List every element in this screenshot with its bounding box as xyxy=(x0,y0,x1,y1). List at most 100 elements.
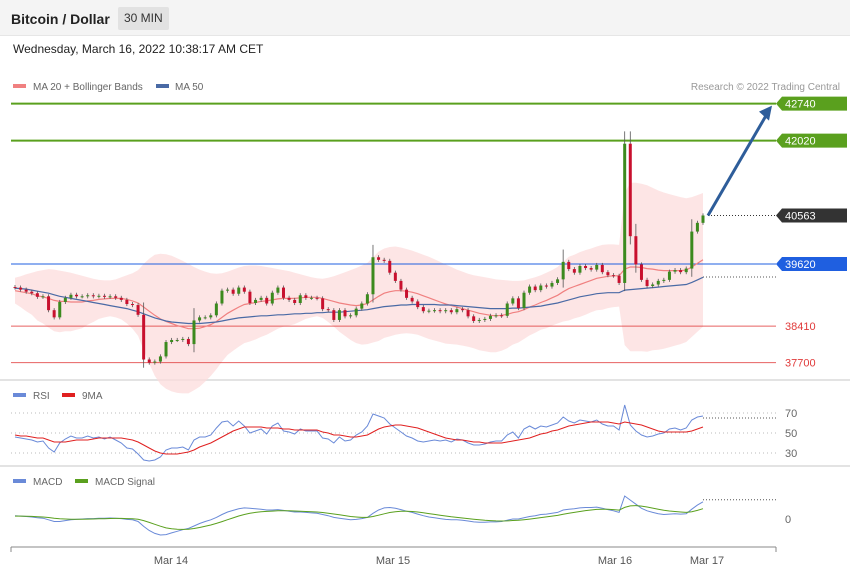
candle-body xyxy=(337,310,341,320)
candle xyxy=(181,336,185,343)
candle-body xyxy=(550,282,554,287)
candle xyxy=(662,277,666,283)
support-level-label: 37700 xyxy=(785,358,816,370)
candle-body xyxy=(220,290,224,304)
candle xyxy=(242,285,246,294)
research-credit: Research © 2022 Trading Central xyxy=(691,82,840,93)
candle xyxy=(58,299,62,320)
candle-body xyxy=(270,292,274,304)
candle xyxy=(684,266,688,275)
candle-body xyxy=(136,305,140,315)
candle-body xyxy=(410,297,414,302)
candle xyxy=(13,285,17,290)
candle-body xyxy=(505,303,509,316)
candle-body xyxy=(237,287,241,294)
last-level-label: 40563 xyxy=(785,210,816,222)
candle-body xyxy=(483,318,487,320)
ma50-line xyxy=(14,276,704,325)
candle-body xyxy=(377,257,381,260)
candle xyxy=(360,301,364,311)
candle-body xyxy=(539,285,543,291)
pivot-level-label: 39620 xyxy=(785,259,816,271)
legend-swatch-ma20 xyxy=(13,84,26,88)
candle xyxy=(170,337,174,345)
candle-body xyxy=(214,303,218,316)
rsi-legend: RSI 9MA xyxy=(13,391,103,402)
candle-body xyxy=(584,265,588,269)
timeframe-badge[interactable]: 30 MIN xyxy=(118,7,169,30)
candle xyxy=(186,336,190,347)
candle xyxy=(19,285,23,292)
candle-body xyxy=(561,261,565,280)
candle xyxy=(639,262,643,282)
candle xyxy=(198,315,202,323)
candle xyxy=(539,283,543,293)
candle-body xyxy=(444,310,448,312)
macd-zero-label: 0 xyxy=(785,514,791,526)
candle-body xyxy=(309,297,313,299)
candle-body xyxy=(231,289,235,294)
candle xyxy=(377,255,381,262)
candle xyxy=(393,270,397,283)
time-tick-label: Mar 17 xyxy=(690,555,724,567)
candle xyxy=(477,317,481,324)
candle xyxy=(192,308,196,353)
candle-body xyxy=(360,303,364,309)
macd-signal-line xyxy=(15,505,704,530)
candle-body xyxy=(701,215,705,223)
candle xyxy=(494,313,498,318)
candle-body xyxy=(119,297,123,300)
candle-body xyxy=(175,339,179,341)
candle xyxy=(589,265,593,272)
candle xyxy=(656,278,660,287)
candle xyxy=(175,337,179,343)
candle-body xyxy=(153,361,157,363)
candle-body xyxy=(41,296,45,298)
candle xyxy=(321,296,325,312)
candle-body xyxy=(399,280,403,290)
candle xyxy=(220,288,224,306)
candle-body xyxy=(522,292,526,309)
candle xyxy=(47,294,51,313)
candle-body xyxy=(265,297,269,304)
candle-body xyxy=(405,289,409,298)
candle xyxy=(114,294,118,300)
candle xyxy=(164,339,168,359)
candle xyxy=(125,297,129,307)
candle xyxy=(623,131,627,292)
candle-body xyxy=(293,299,297,303)
candle-body xyxy=(455,309,459,313)
candle-body xyxy=(281,287,285,298)
candle-body xyxy=(226,289,230,291)
candle xyxy=(349,313,353,319)
candle-body xyxy=(35,293,39,297)
candle xyxy=(102,293,106,299)
candle xyxy=(673,268,677,274)
candle xyxy=(595,262,599,272)
candle xyxy=(606,270,610,278)
candle xyxy=(86,293,90,299)
candle xyxy=(142,302,146,368)
candle-body xyxy=(75,294,79,297)
candle xyxy=(153,359,157,365)
legend-label-macd: MACD xyxy=(33,477,62,488)
candle xyxy=(158,354,162,364)
candle xyxy=(472,314,476,324)
candle-body xyxy=(695,222,699,232)
candle-body xyxy=(684,268,688,273)
candle xyxy=(416,299,420,310)
candle-body xyxy=(679,270,683,273)
candle-body xyxy=(589,268,593,270)
candle-body xyxy=(595,264,599,270)
candle xyxy=(455,307,459,315)
candle-body xyxy=(304,295,308,298)
candle-body xyxy=(393,272,397,281)
candle-body xyxy=(170,339,174,343)
forecast-arrow xyxy=(706,114,768,217)
candle xyxy=(371,244,375,303)
candle xyxy=(35,291,39,299)
candle xyxy=(270,290,274,306)
legend-label-rsi: RSI xyxy=(33,391,50,402)
candle xyxy=(433,308,437,313)
candle xyxy=(651,282,655,289)
